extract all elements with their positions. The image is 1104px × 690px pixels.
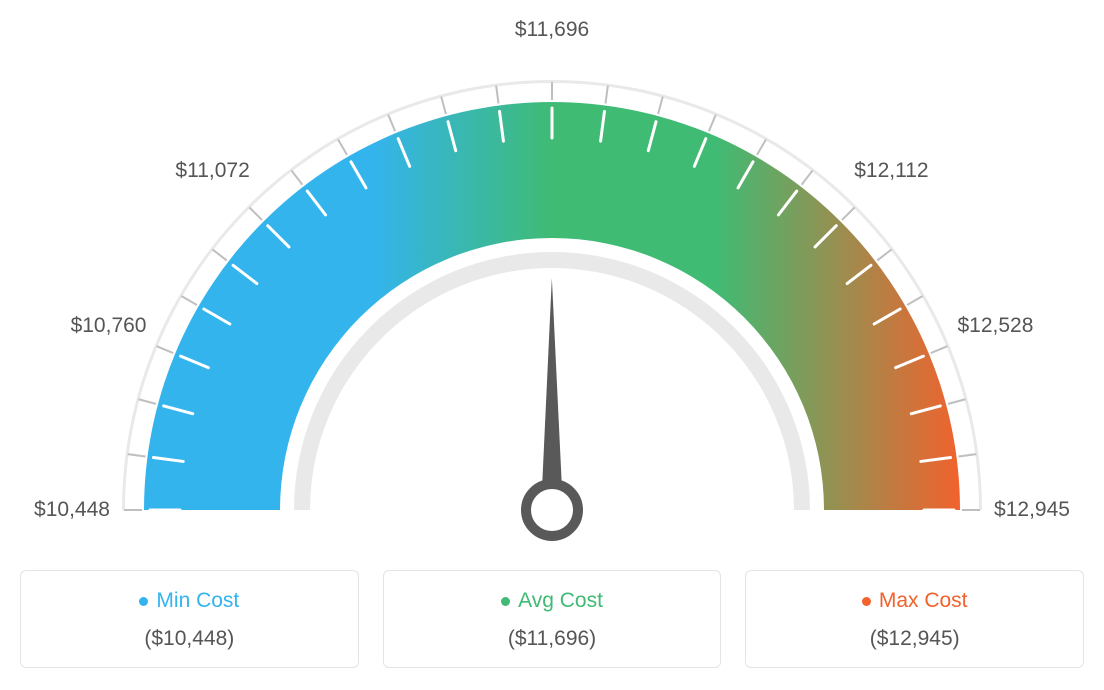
avg-dot-icon	[501, 597, 510, 606]
gauge-svg	[20, 20, 1084, 560]
min-cost-title: Min Cost	[31, 589, 348, 613]
max-cost-title: Max Cost	[756, 589, 1073, 613]
gauge-tick-label: $12,112	[854, 159, 928, 183]
gauge-tick-label: $10,448	[34, 498, 110, 522]
avg-cost-value: ($11,696)	[394, 627, 711, 651]
min-title-text: Min Cost	[156, 589, 239, 612]
gauge-tick-label: $11,696	[515, 18, 589, 42]
max-cost-value: ($12,945)	[756, 627, 1073, 651]
gauge-tick-label: $11,072	[175, 159, 249, 183]
min-dot-icon	[139, 597, 148, 606]
max-dot-icon	[862, 597, 871, 606]
summary-card-max: Max Cost ($12,945)	[745, 570, 1084, 668]
avg-title-text: Avg Cost	[518, 589, 603, 612]
cost-gauge: $10,448 $10,760 $11,072 $11,696 $12,112 $12,5…	[20, 20, 1084, 560]
summary-row: Min Cost ($10,448) Avg Cost ($11,696) Ma…	[20, 570, 1084, 668]
gauge-tick-label: $10,760	[71, 314, 147, 338]
min-cost-value: ($10,448)	[31, 627, 348, 651]
gauge-tick-label: $12,528	[957, 314, 1033, 338]
summary-card-avg: Avg Cost ($11,696)	[383, 570, 722, 668]
max-title-text: Max Cost	[879, 589, 968, 612]
summary-card-min: Min Cost ($10,448)	[20, 570, 359, 668]
gauge-tick-label: $12,945	[994, 498, 1070, 522]
avg-cost-title: Avg Cost	[394, 589, 711, 613]
